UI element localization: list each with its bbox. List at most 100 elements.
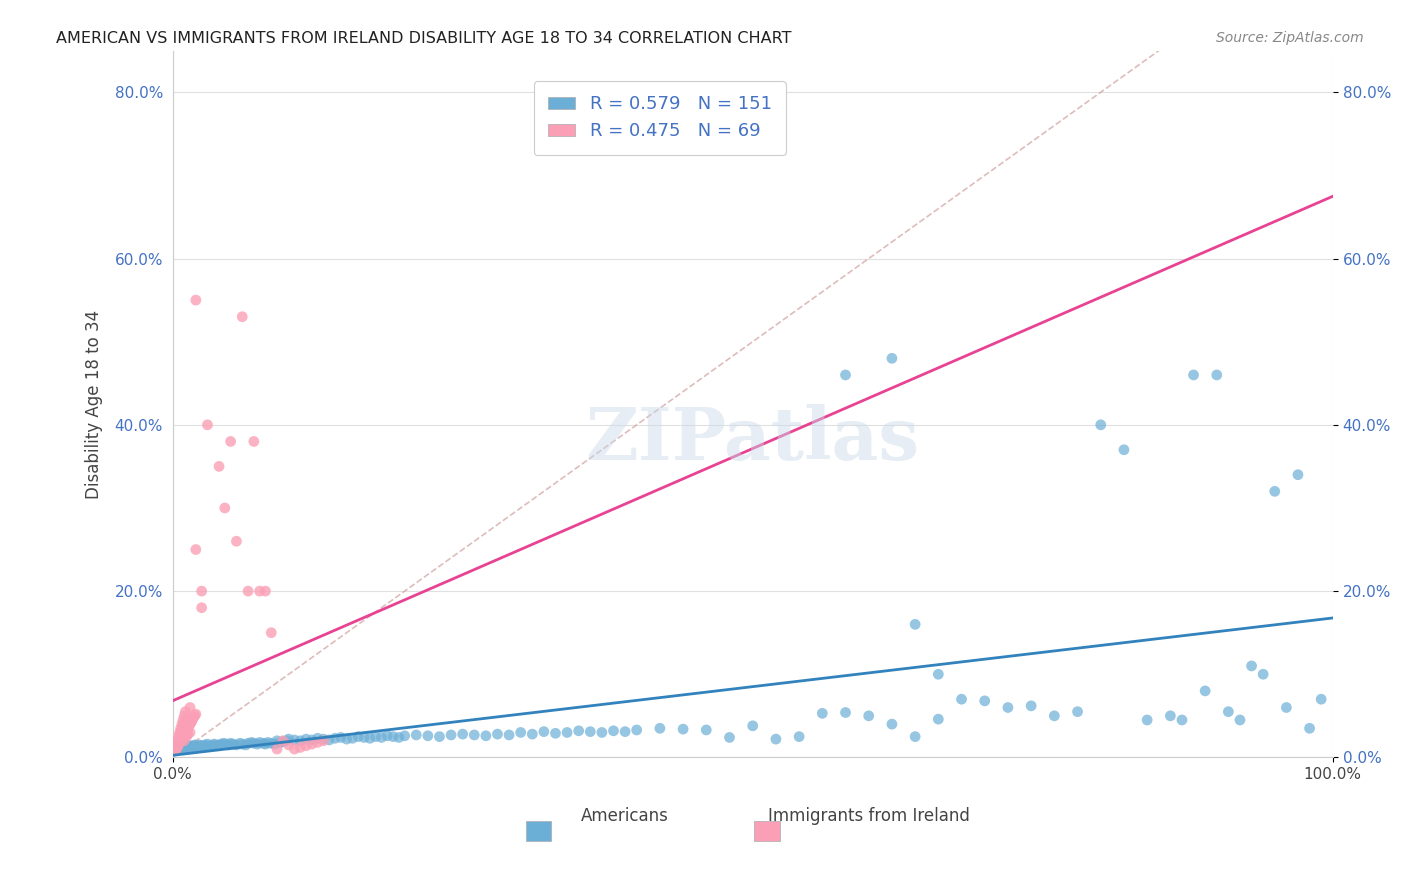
Point bbox=[252, 736, 274, 750]
Text: Immigrants from Ireland: Immigrants from Ireland bbox=[768, 807, 970, 825]
Point bbox=[301, 733, 323, 747]
Point bbox=[243, 736, 266, 750]
Point bbox=[183, 710, 205, 724]
Point bbox=[240, 735, 263, 749]
Text: Source: ZipAtlas.com: Source: ZipAtlas.com bbox=[1216, 31, 1364, 45]
Text: ZIPatlas: ZIPatlas bbox=[586, 404, 920, 475]
Point bbox=[163, 744, 186, 758]
Point bbox=[170, 723, 193, 738]
Point bbox=[173, 708, 195, 723]
Point bbox=[167, 738, 190, 752]
Point bbox=[329, 731, 352, 745]
Point bbox=[170, 733, 193, 747]
Point bbox=[283, 733, 305, 747]
Point bbox=[231, 737, 253, 751]
Point bbox=[522, 727, 544, 741]
Point bbox=[179, 717, 201, 731]
Point bbox=[183, 740, 205, 755]
Point bbox=[163, 742, 186, 756]
Point bbox=[212, 736, 235, 750]
Point bbox=[183, 738, 205, 752]
Point bbox=[169, 732, 191, 747]
Point bbox=[382, 730, 405, 744]
Point bbox=[166, 740, 188, 755]
Point bbox=[195, 739, 218, 754]
Point bbox=[163, 742, 186, 756]
Point bbox=[229, 736, 252, 750]
Point bbox=[174, 725, 197, 739]
Point bbox=[170, 742, 193, 756]
Point bbox=[950, 692, 973, 706]
Point bbox=[236, 584, 259, 599]
Point bbox=[163, 742, 186, 756]
Point bbox=[166, 733, 188, 747]
Point bbox=[718, 731, 741, 745]
Point bbox=[394, 729, 416, 743]
Point bbox=[301, 737, 323, 751]
Point bbox=[167, 738, 190, 752]
Point bbox=[1218, 705, 1240, 719]
Point bbox=[191, 740, 214, 755]
Point bbox=[1205, 368, 1227, 382]
Point bbox=[626, 723, 648, 737]
Point bbox=[811, 706, 834, 721]
Text: AMERICAN VS IMMIGRANTS FROM IRELAND DISABILITY AGE 18 TO 34 CORRELATION CHART: AMERICAN VS IMMIGRANTS FROM IRELAND DISA… bbox=[56, 31, 792, 46]
Point bbox=[318, 733, 340, 747]
Point bbox=[323, 731, 346, 746]
Y-axis label: Disability Age 18 to 34: Disability Age 18 to 34 bbox=[86, 310, 103, 499]
Point bbox=[197, 737, 219, 751]
Point bbox=[260, 625, 283, 640]
Point bbox=[202, 737, 225, 751]
Point bbox=[283, 742, 305, 756]
Point bbox=[166, 740, 188, 755]
Point bbox=[180, 715, 202, 730]
Point bbox=[359, 731, 381, 746]
Point bbox=[295, 739, 318, 753]
Point bbox=[648, 721, 671, 735]
Point bbox=[172, 719, 194, 733]
Point bbox=[1136, 713, 1159, 727]
Point bbox=[973, 694, 995, 708]
Point bbox=[170, 739, 193, 753]
Point bbox=[165, 742, 187, 756]
Point bbox=[179, 741, 201, 756]
Point bbox=[170, 717, 193, 731]
Point bbox=[163, 740, 186, 755]
Point bbox=[880, 717, 903, 731]
Point bbox=[364, 730, 387, 744]
Point bbox=[184, 707, 207, 722]
Point bbox=[188, 738, 211, 752]
Point bbox=[170, 727, 193, 741]
Point bbox=[463, 728, 485, 742]
Point bbox=[187, 739, 209, 754]
Point bbox=[834, 368, 856, 382]
Point bbox=[166, 739, 188, 754]
Point bbox=[405, 728, 427, 742]
Point bbox=[312, 732, 335, 747]
Point bbox=[544, 726, 567, 740]
Point bbox=[215, 737, 238, 751]
Point bbox=[254, 584, 277, 599]
Point bbox=[170, 739, 193, 754]
Point bbox=[266, 733, 288, 747]
Point bbox=[179, 740, 201, 755]
Point bbox=[209, 737, 232, 751]
Point bbox=[451, 727, 474, 741]
Point bbox=[290, 733, 312, 747]
Point bbox=[858, 708, 880, 723]
Point bbox=[290, 740, 312, 755]
Point bbox=[173, 727, 195, 741]
Point bbox=[177, 739, 200, 753]
Point bbox=[904, 617, 927, 632]
Point bbox=[498, 728, 520, 742]
Point bbox=[174, 739, 197, 754]
Point bbox=[342, 731, 364, 746]
Point bbox=[184, 293, 207, 307]
Point bbox=[388, 731, 411, 745]
Point bbox=[834, 706, 856, 720]
Point bbox=[200, 739, 222, 754]
Point bbox=[184, 739, 207, 753]
Point bbox=[235, 738, 257, 752]
Legend: R = 0.579   N = 151, R = 0.475   N = 69: R = 0.579 N = 151, R = 0.475 N = 69 bbox=[534, 81, 786, 155]
Point bbox=[177, 739, 200, 754]
